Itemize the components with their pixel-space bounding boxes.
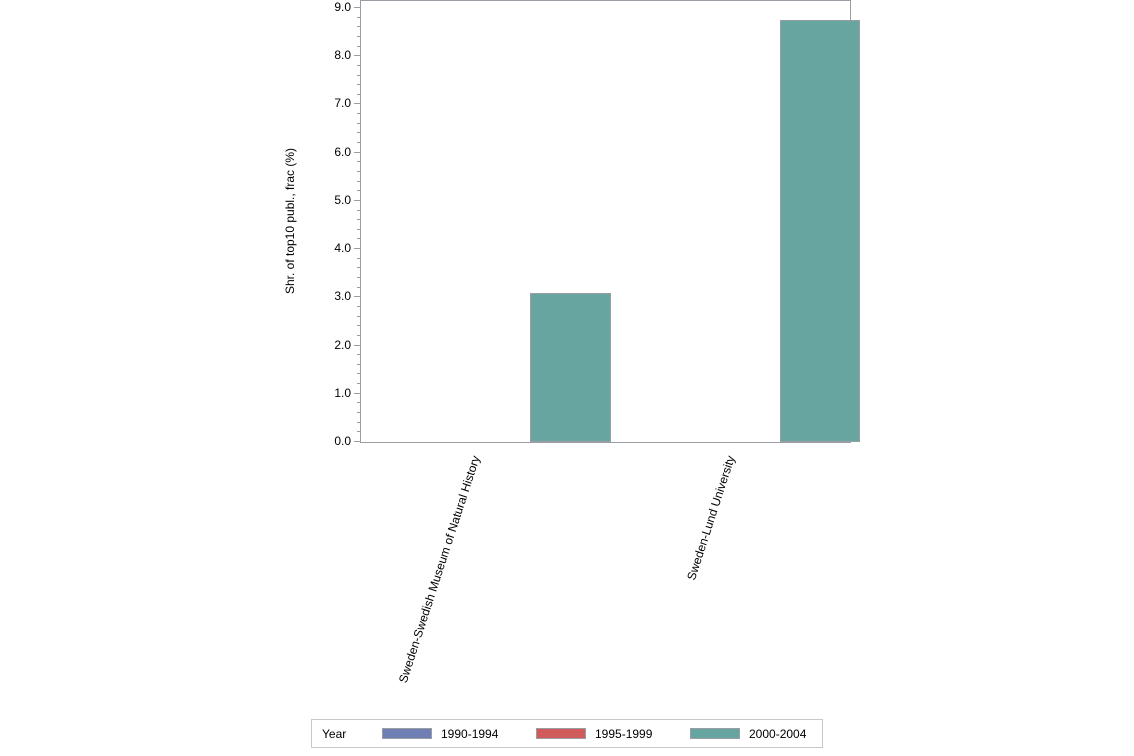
y-minor-tick <box>357 142 360 143</box>
y-minor-tick <box>357 431 360 432</box>
x-tick-label: Sweden-Swedish Museum of Natural History <box>395 453 483 685</box>
y-minor-tick <box>357 94 360 95</box>
y-minor-tick <box>357 84 360 85</box>
legend-label-1990-1994: 1990-1994 <box>441 727 499 741</box>
y-tick-label: 6.0 <box>334 145 351 159</box>
y-minor-tick <box>357 65 360 66</box>
y-minor-tick <box>357 316 360 317</box>
y-minor-tick <box>357 161 360 162</box>
y-major-tick <box>354 296 360 297</box>
x-tick-label: Sweden-Lund University <box>684 453 738 582</box>
y-minor-tick <box>357 267 360 268</box>
y-minor-tick <box>357 238 360 239</box>
y-minor-tick <box>357 306 360 307</box>
y-minor-tick <box>357 412 360 413</box>
y-major-tick <box>354 55 360 56</box>
y-tick-label: 8.0 <box>334 48 351 62</box>
y-tick-label: 3.0 <box>334 289 351 303</box>
y-minor-tick <box>357 75 360 76</box>
y-minor-tick <box>357 181 360 182</box>
legend-swatch-2000-2004 <box>690 728 740 739</box>
y-tick-label: 7.0 <box>334 96 351 110</box>
y-minor-tick <box>357 36 360 37</box>
y-minor-tick <box>357 113 360 114</box>
legend-swatch-1990-1994 <box>382 728 432 739</box>
y-minor-tick <box>357 210 360 211</box>
y-major-tick <box>354 152 360 153</box>
y-major-tick <box>354 393 360 394</box>
y-major-tick <box>354 248 360 249</box>
y-tick-label: 4.0 <box>334 241 351 255</box>
y-major-tick <box>354 7 360 8</box>
y-minor-tick <box>357 422 360 423</box>
bar-2000-2004 <box>780 20 860 442</box>
y-axis-title: Shr. of top10 publ., frac (%) <box>283 147 297 295</box>
legend-label-2000-2004: 2000-2004 <box>749 727 807 741</box>
y-major-tick <box>354 441 360 442</box>
y-minor-tick <box>357 364 360 365</box>
y-minor-tick <box>357 132 360 133</box>
y-major-tick <box>354 345 360 346</box>
y-minor-tick <box>357 26 360 27</box>
bar-2000-2004 <box>530 292 611 442</box>
y-minor-tick <box>357 287 360 288</box>
y-major-tick <box>354 200 360 201</box>
y-minor-tick <box>357 383 360 384</box>
legend: Year 1990-1994 1995-1999 2000-2004 <box>311 719 823 748</box>
y-minor-tick <box>357 46 360 47</box>
y-major-tick <box>354 103 360 104</box>
y-minor-tick <box>357 219 360 220</box>
y-tick-label: 0.0 <box>334 434 351 448</box>
y-minor-tick <box>357 171 360 172</box>
legend-title: Year <box>322 727 347 741</box>
y-tick-label: 5.0 <box>334 193 351 207</box>
y-tick-label: 2.0 <box>334 338 351 352</box>
y-minor-tick <box>357 354 360 355</box>
y-minor-tick <box>357 325 360 326</box>
y-minor-tick <box>357 402 360 403</box>
legend-label-1995-1999: 1995-1999 <box>595 727 653 741</box>
y-minor-tick <box>357 258 360 259</box>
y-minor-tick <box>357 123 360 124</box>
y-minor-tick <box>357 190 360 191</box>
y-minor-tick <box>357 229 360 230</box>
y-tick-label: 9.0 <box>334 0 351 14</box>
y-minor-tick <box>357 277 360 278</box>
y-tick-label: 1.0 <box>334 386 351 400</box>
y-minor-tick <box>357 17 360 18</box>
legend-swatch-1995-1999 <box>536 728 586 739</box>
y-minor-tick <box>357 335 360 336</box>
y-minor-tick <box>357 373 360 374</box>
